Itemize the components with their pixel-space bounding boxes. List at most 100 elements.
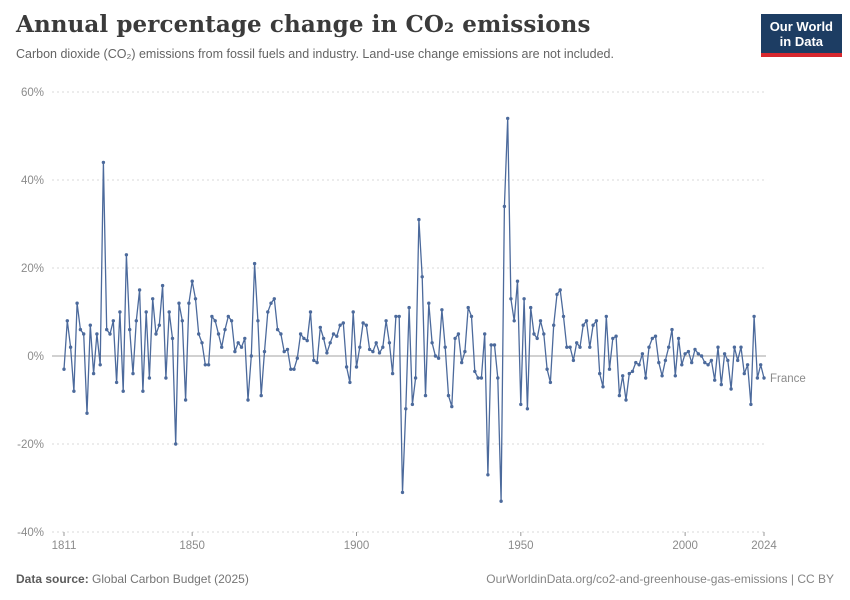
- data-point[interactable]: [95, 332, 99, 336]
- data-point[interactable]: [298, 332, 303, 336]
- data-point[interactable]: [561, 314, 566, 319]
- data-point[interactable]: [213, 319, 217, 323]
- data-point[interactable]: [318, 325, 322, 330]
- data-point[interactable]: [282, 349, 286, 354]
- data-point[interactable]: [111, 319, 116, 323]
- data-point[interactable]: [713, 378, 717, 382]
- data-point[interactable]: [686, 349, 691, 354]
- data-point[interactable]: [377, 351, 382, 355]
- data-point[interactable]: [157, 323, 161, 327]
- data-point[interactable]: [450, 404, 454, 409]
- data-point[interactable]: [752, 314, 756, 319]
- data-point[interactable]: [604, 314, 608, 319]
- data-point[interactable]: [598, 371, 602, 376]
- data-point[interactable]: [611, 336, 615, 341]
- data-point[interactable]: [233, 349, 237, 354]
- data-point[interactable]: [252, 261, 257, 266]
- data-point[interactable]: [722, 352, 727, 356]
- data-point[interactable]: [164, 376, 168, 380]
- data-point[interactable]: [739, 345, 743, 349]
- data-point[interactable]: [568, 345, 572, 349]
- data-point[interactable]: [693, 347, 697, 352]
- data-point[interactable]: [410, 402, 415, 407]
- data-point[interactable]: [394, 314, 398, 319]
- data-point[interactable]: [266, 310, 270, 314]
- data-point[interactable]: [101, 160, 106, 165]
- data-point[interactable]: [62, 367, 66, 371]
- data-point[interactable]: [223, 327, 227, 332]
- data-point[interactable]: [400, 490, 405, 495]
- data-point[interactable]: [256, 319, 260, 323]
- data-point[interactable]: [640, 352, 645, 356]
- data-point[interactable]: [759, 363, 763, 367]
- data-point[interactable]: [78, 327, 83, 332]
- data-point[interactable]: [272, 297, 276, 301]
- data-point[interactable]: [634, 360, 638, 365]
- data-point[interactable]: [236, 341, 240, 345]
- emissions-line-chart[interactable]: 60% 40% 20% 0% -20% -40% 1811 1850 1900 1950 2000 2…: [0, 80, 850, 550]
- data-point[interactable]: [460, 360, 464, 365]
- data-point[interactable]: [226, 314, 230, 319]
- data-point[interactable]: [624, 398, 628, 402]
- data-point[interactable]: [305, 338, 309, 343]
- data-point[interactable]: [361, 321, 365, 325]
- data-point[interactable]: [177, 301, 181, 305]
- data-point[interactable]: [384, 319, 388, 323]
- data-point[interactable]: [755, 376, 760, 380]
- data-point[interactable]: [690, 360, 694, 365]
- data-point[interactable]: [147, 376, 152, 380]
- data-point[interactable]: [193, 297, 198, 301]
- data-point[interactable]: [555, 292, 559, 297]
- data-point[interactable]: [621, 374, 625, 378]
- data-point[interactable]: [105, 327, 109, 332]
- data-point[interactable]: [726, 358, 730, 363]
- data-point[interactable]: [390, 371, 395, 376]
- data-point[interactable]: [183, 398, 188, 402]
- data-point[interactable]: [637, 363, 641, 367]
- data-point[interactable]: [732, 345, 737, 349]
- data-point[interactable]: [137, 288, 142, 292]
- data-point[interactable]: [673, 374, 677, 378]
- data-point[interactable]: [663, 358, 668, 363]
- data-point[interactable]: [469, 314, 474, 319]
- data-point[interactable]: [269, 301, 273, 305]
- data-point[interactable]: [420, 275, 424, 279]
- data-point[interactable]: [443, 345, 447, 349]
- data-point[interactable]: [259, 393, 263, 398]
- data-point[interactable]: [653, 334, 658, 338]
- data-point[interactable]: [364, 323, 368, 327]
- series-line-france[interactable]: [63, 117, 765, 502]
- data-point[interactable]: [404, 407, 408, 411]
- data-point[interactable]: [703, 360, 707, 365]
- data-point[interactable]: [584, 319, 589, 323]
- data-point[interactable]: [492, 343, 497, 347]
- data-point[interactable]: [532, 332, 536, 336]
- data-point[interactable]: [417, 217, 421, 222]
- data-point[interactable]: [542, 332, 546, 336]
- data-point[interactable]: [413, 376, 418, 380]
- data-point[interactable]: [331, 332, 336, 336]
- data-point[interactable]: [131, 371, 135, 376]
- data-point[interactable]: [667, 345, 671, 349]
- data-point[interactable]: [522, 297, 526, 301]
- data-point[interactable]: [128, 327, 132, 332]
- data-point[interactable]: [374, 341, 378, 345]
- data-point[interactable]: [108, 332, 112, 336]
- data-point[interactable]: [440, 308, 444, 312]
- data-point[interactable]: [312, 358, 316, 363]
- data-point[interactable]: [575, 341, 579, 345]
- data-point[interactable]: [91, 371, 96, 376]
- data-point[interactable]: [525, 407, 530, 411]
- data-point[interactable]: [328, 341, 332, 345]
- data-point[interactable]: [650, 336, 654, 341]
- data-point[interactable]: [565, 345, 569, 349]
- data-point[interactable]: [430, 341, 434, 345]
- data-point[interactable]: [683, 352, 687, 356]
- data-point[interactable]: [88, 323, 93, 327]
- data-point[interactable]: [341, 321, 345, 325]
- data-point[interactable]: [229, 319, 234, 323]
- data-point[interactable]: [729, 387, 733, 391]
- data-point[interactable]: [660, 374, 664, 378]
- data-point[interactable]: [476, 376, 480, 380]
- data-point[interactable]: [588, 345, 592, 349]
